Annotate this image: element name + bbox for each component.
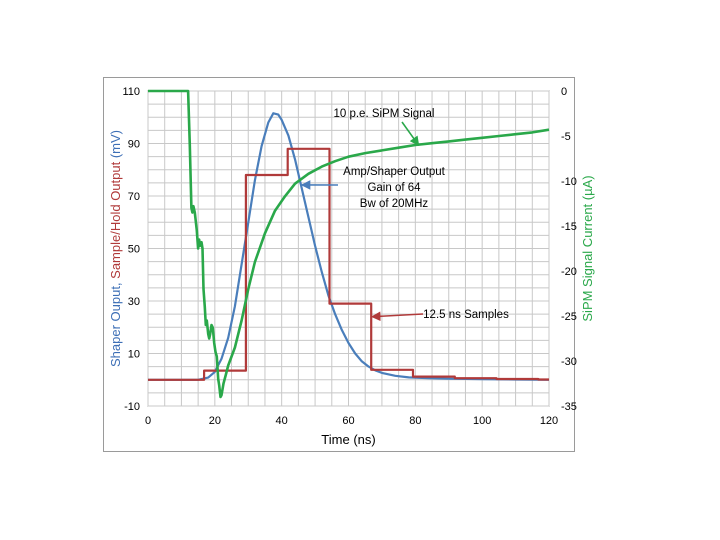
right-y-tick-label: -15 (561, 221, 577, 233)
right-axis-label: SiPM Signal Current (µA) (580, 175, 595, 321)
left-axis-label-part-1: Shaper Ouput, (108, 279, 123, 367)
left-axis-label: Shaper Ouput, Sample/Hold Output (mV) (108, 130, 123, 367)
series-line-amp-shaper-output (148, 112, 550, 381)
right-y-tick-label: 0 (561, 86, 567, 98)
left-y-tick-label: 10 (128, 349, 140, 361)
left-axis-label-part-3: (mV) (108, 130, 123, 162)
series-line-sample-hold-output (148, 147, 549, 381)
left-y-tick-label: 70 (128, 191, 140, 203)
right-y-tick-label: -35 (561, 401, 577, 413)
annotation-label-4: 12.5 ns Samples (423, 309, 509, 321)
right-y-tick-label: -30 (561, 356, 577, 368)
x-tick-label: 120 (540, 415, 558, 427)
left-y-tick-label: 90 (128, 139, 140, 151)
left-y-tick-label: 30 (128, 296, 140, 308)
x-tick-label: 80 (409, 415, 421, 427)
annotation-arrow-0 (401, 121, 420, 147)
series-layer (148, 89, 550, 399)
x-tick-label: 40 (276, 415, 288, 427)
annotation-arrow-4 (370, 311, 424, 322)
left-y-tick-label: 50 (128, 244, 140, 256)
right-y-tick-label: -10 (561, 176, 577, 188)
annotation-label-3: Bw of 20MHz (360, 198, 429, 210)
x-tick-label: 0 (145, 415, 151, 427)
x-tick-label: 60 (342, 415, 354, 427)
annotation-label-2: Gain of 64 (367, 182, 421, 194)
annotations: 10 p.e. SiPM Signal Amp/Shaper Output Gain… (300, 108, 509, 322)
x-axis-label: Time (ns) (321, 432, 375, 447)
annotation-label-1: Amp/Shaper Output (343, 166, 445, 178)
left-y-tick-label: -10 (124, 401, 140, 413)
annotation-label-0: 10 p.e. SiPM Signal (333, 108, 434, 120)
x-tick-label: 20 (209, 415, 221, 427)
ticks: 0 20 40 60 80 100 120 -10 10 30 50 70 90 110 0 -5 -10 -15… (122, 86, 576, 427)
left-axis-label-part-2: Sample/Hold Output (108, 161, 123, 278)
left-y-tick-label: 110 (122, 86, 140, 98)
right-y-tick-label: -20 (561, 266, 577, 278)
series-line-10-p-e-sipm-signal (148, 89, 550, 399)
right-y-tick-label: -25 (561, 311, 577, 323)
right-y-tick-label: -5 (561, 131, 571, 143)
x-tick-label: 100 (473, 415, 491, 427)
